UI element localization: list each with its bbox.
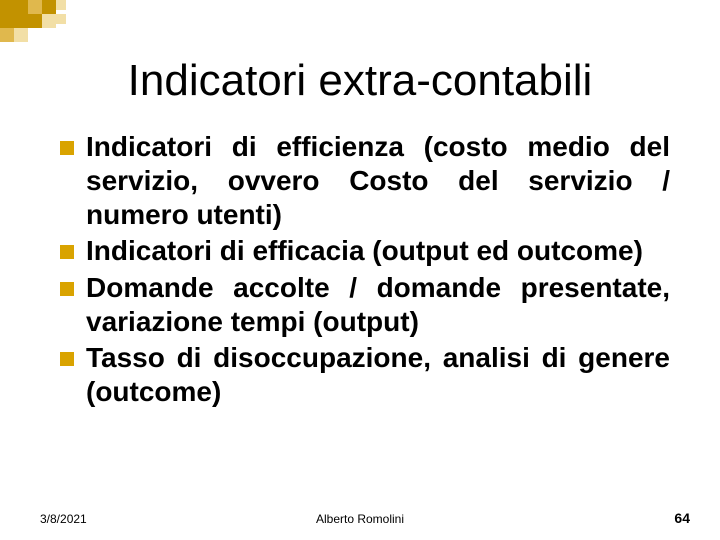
list-item-text: Indicatori di efficacia (output ed outco… bbox=[86, 234, 670, 268]
deco-square bbox=[0, 28, 14, 42]
deco-square bbox=[0, 0, 28, 28]
square-bullet-icon bbox=[60, 245, 74, 259]
deco-square bbox=[42, 0, 56, 14]
deco-square bbox=[56, 14, 66, 24]
list-item: Indicatori di efficacia (output ed outco… bbox=[60, 234, 670, 268]
deco-square bbox=[56, 0, 66, 10]
deco-square bbox=[28, 0, 42, 14]
list-item: Tasso di disoccupazione, analisi di gene… bbox=[60, 341, 670, 409]
list-item-text: Indicatori di efficienza (costo medio de… bbox=[86, 130, 670, 232]
deco-square bbox=[14, 28, 28, 42]
list-item-text: Domande accolte / domande presentate, va… bbox=[86, 271, 670, 339]
deco-square bbox=[42, 14, 56, 28]
slide-title: Indicatori extra-contabili bbox=[0, 56, 720, 106]
list-item: Domande accolte / domande presentate, va… bbox=[60, 271, 670, 339]
footer-page-number: 64 bbox=[674, 510, 690, 526]
square-bullet-icon bbox=[60, 282, 74, 296]
slide-footer: 3/8/2021 Alberto Romolini 64 bbox=[0, 506, 720, 526]
square-bullet-icon bbox=[60, 352, 74, 366]
corner-decoration bbox=[0, 0, 720, 40]
bullet-list: Indicatori di efficienza (costo medio de… bbox=[60, 130, 670, 411]
square-bullet-icon bbox=[60, 141, 74, 155]
deco-square bbox=[28, 14, 42, 28]
footer-author: Alberto Romolini bbox=[0, 512, 720, 526]
list-item-text: Tasso di disoccupazione, analisi di gene… bbox=[86, 341, 670, 409]
list-item: Indicatori di efficienza (costo medio de… bbox=[60, 130, 670, 232]
